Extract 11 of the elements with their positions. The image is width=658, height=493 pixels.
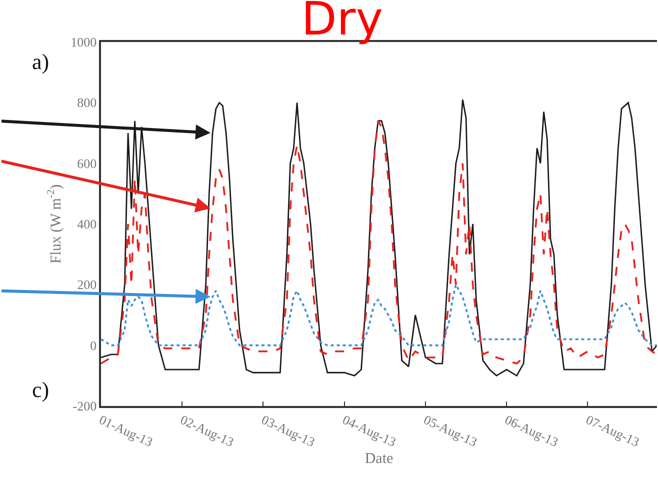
y-tick-label: 200 (77, 277, 97, 292)
y-tick-label: 800 (77, 95, 97, 110)
text: a) (32, 49, 50, 74)
y-tick-label: -200 (72, 398, 97, 414)
chart-title: Dry (301, 0, 383, 46)
y-tick-label: 600 (77, 156, 97, 171)
y-tick-label: 0 (90, 338, 97, 353)
y-tick-label: 400 (77, 216, 97, 232)
x-axis-title: Date (364, 451, 394, 468)
y-tick-label: 1000 (70, 34, 97, 50)
text: c) (32, 377, 50, 402)
